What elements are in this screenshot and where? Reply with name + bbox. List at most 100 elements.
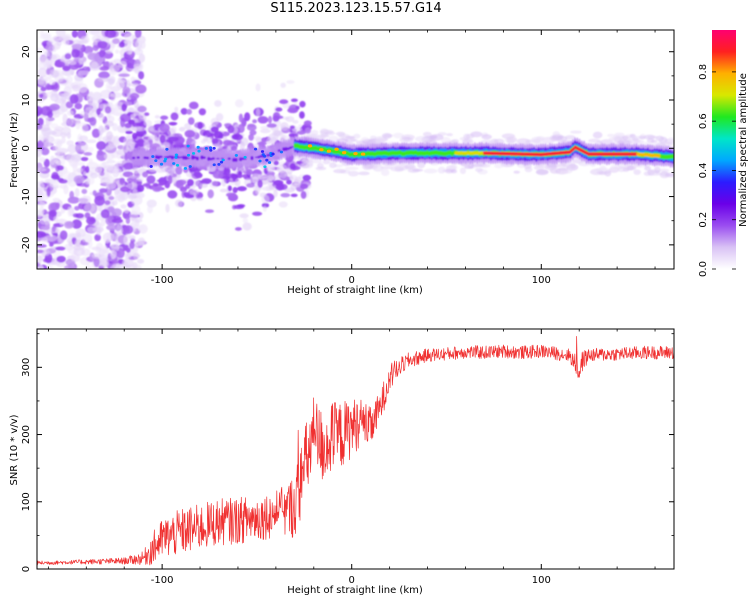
- snr-y-tick-label: 200: [21, 425, 32, 444]
- spectrogram-cell: [53, 216, 59, 223]
- spectrogram-cell: [143, 140, 150, 150]
- spectrogram-cell: [393, 150, 397, 156]
- spectrogram-cell: [80, 36, 90, 44]
- spectrogram-cell: [654, 166, 661, 174]
- spectrogram-cell: [66, 118, 74, 127]
- spectrogram-cell: [221, 177, 227, 187]
- spectrogram-cell: [64, 53, 72, 60]
- spectrogram-cell: [334, 168, 346, 172]
- spectrogram-cell: [54, 158, 59, 164]
- spectrogram-cell: [111, 218, 123, 224]
- spectrogram-cell: [121, 103, 127, 112]
- spectrogram-cell: [66, 140, 74, 146]
- spectrogram-cell: [49, 103, 61, 111]
- spectrogram-cell: [341, 151, 347, 155]
- spectrogram-cell: [42, 249, 51, 256]
- spectrogram-cell: [446, 133, 453, 137]
- spectrogram-cell: [234, 157, 238, 162]
- spectrogram-cell: [58, 179, 68, 184]
- spectrogram-cell: [179, 156, 184, 159]
- spectrogram-cell: [147, 125, 155, 132]
- spectrogram-cell: [244, 112, 251, 122]
- spectrogram-cell: [279, 99, 289, 105]
- spectrogram-cell: [105, 182, 117, 190]
- spectrogram-cell: [112, 136, 119, 144]
- snr-x-tick-label: 100: [532, 575, 551, 586]
- spectrogram-cell: [607, 133, 615, 137]
- spectrogram-cell: [255, 107, 261, 117]
- spectrogram-cell: [307, 144, 313, 148]
- spectrogram-y-axis-label: Frequency (Hz): [9, 112, 20, 188]
- spectrogram-cell: [59, 230, 68, 241]
- spectrogram-cell: [207, 156, 211, 161]
- spectrogram-cell: [98, 50, 105, 58]
- spectrogram-cell: [65, 101, 74, 109]
- spectrogram-cell: [106, 224, 118, 231]
- spectrogram-cell: [132, 188, 138, 197]
- spectrogram-cell: [592, 131, 603, 139]
- spectrogram-cell: [50, 123, 59, 129]
- spectrogram-cell: [138, 71, 145, 80]
- spectrogram-cell: [112, 123, 118, 132]
- spectrogram-cell: [375, 150, 379, 156]
- spectrogram-cell: [273, 130, 284, 136]
- spectrogram-cell: [303, 120, 312, 126]
- spectrogram-cell: [258, 159, 262, 163]
- spectrogram-cell: [193, 156, 197, 159]
- spectrogram-cell: [250, 156, 254, 161]
- spectrogram-cell: [286, 179, 292, 185]
- spectrogram-cell: [152, 182, 159, 187]
- spectrogram-cell: [75, 213, 85, 219]
- spectrogram-cell: [87, 30, 99, 35]
- spectrogram-cell: [643, 141, 654, 145]
- spectrogram-cell: [288, 133, 299, 138]
- spectrogram-cell: [97, 257, 110, 268]
- spectrogram-cell: [399, 138, 410, 143]
- spectrogram-cell: [96, 151, 108, 162]
- spectrogram-cell: [174, 199, 183, 208]
- spectrogram-cell: [172, 162, 176, 165]
- spectrogram-cell: [188, 148, 193, 168]
- spectrogram-cell: [166, 155, 170, 158]
- colorbar-tick-label: 0.4: [698, 162, 709, 178]
- spectrogram-cell: [118, 73, 130, 78]
- spectrogram-cell: [145, 156, 149, 160]
- spectrogram-cell: [81, 123, 89, 133]
- spectrogram-cell: [266, 123, 277, 128]
- spectrogram-cell: [118, 30, 127, 34]
- spectrogram-cell: [252, 147, 256, 167]
- spectrogram-cell: [106, 131, 113, 140]
- spectrogram-cell: [167, 136, 179, 142]
- spectrogram-cell: [562, 163, 577, 169]
- spectrogram-cell: [191, 151, 196, 155]
- spectrogram-cell: [137, 258, 145, 264]
- spectrogram-cell: [284, 146, 288, 152]
- spectrogram-cell: [184, 123, 192, 130]
- spectrogram-cell: [259, 192, 267, 198]
- spectrogram-cell: [422, 131, 432, 137]
- spectrogram-cell: [49, 182, 60, 188]
- spectrogram-cell: [75, 228, 86, 237]
- spectrogram-cell: [170, 112, 179, 121]
- spectrogram-cell: [38, 93, 44, 98]
- spectrogram-cell: [211, 180, 219, 187]
- spectrogram-cell: [111, 200, 118, 206]
- spectrogram-cell: [226, 141, 238, 146]
- spectrogram-cell: [51, 174, 61, 180]
- spectrogram-cell: [304, 127, 311, 134]
- spectrogram-cell: [664, 154, 668, 160]
- snr-y-tick-label: 100: [21, 492, 32, 511]
- spectrogram-cell: [266, 166, 272, 171]
- spectrogram-cell: [249, 129, 257, 136]
- spectrogram-cell: [94, 195, 106, 207]
- spectrogram-cell: [126, 182, 138, 190]
- spectrogram-y-tick-label: -20: [21, 237, 32, 253]
- spectrogram-cell: [644, 166, 651, 171]
- snr-plot-area: [37, 329, 674, 569]
- spectrogram-cell: [329, 162, 337, 169]
- spectrogram-cell: [96, 140, 107, 151]
- spectrogram-cell: [273, 160, 279, 166]
- spectrogram-cell: [257, 116, 269, 124]
- spectrogram-cell: [234, 178, 241, 187]
- spectrogram-cell: [128, 82, 139, 87]
